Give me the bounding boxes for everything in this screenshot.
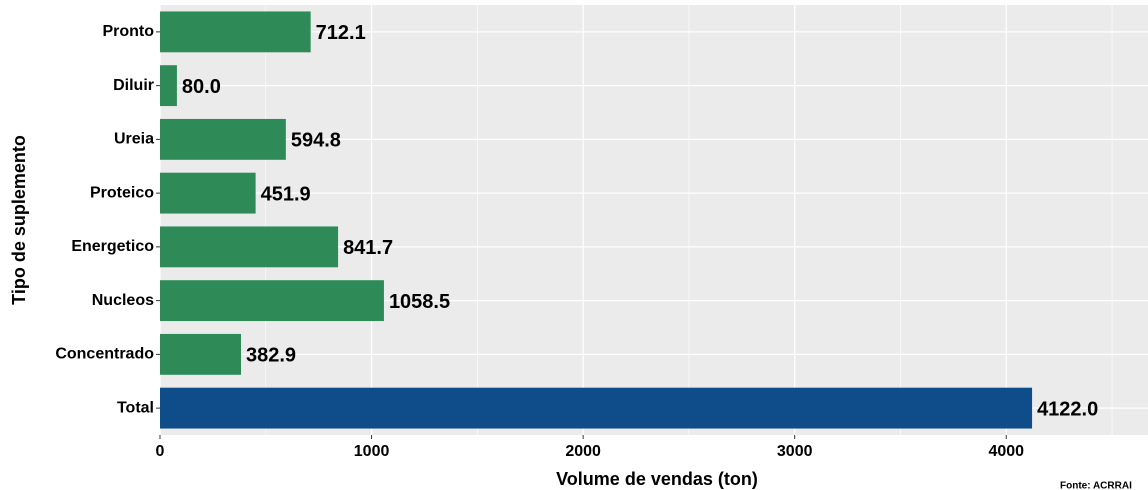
- y-tick-label: Ureia: [114, 131, 154, 148]
- value-label: 80.0: [182, 76, 221, 98]
- caption: Fonte: ACRRAI: [1060, 481, 1132, 490]
- x-axis-title: Volume de vendas (ton): [556, 469, 758, 489]
- y-tick-label: Pronto: [102, 23, 154, 40]
- value-label: 594.8: [291, 130, 341, 152]
- value-label: 451.9: [261, 183, 311, 205]
- bar: [160, 11, 311, 53]
- x-tick-label: 1000: [354, 443, 390, 460]
- bar: [160, 280, 384, 322]
- value-label: 382.9: [246, 345, 296, 367]
- bar: [160, 387, 1033, 429]
- x-tick-label: 4000: [988, 443, 1024, 460]
- value-label: 4122.0: [1037, 398, 1098, 420]
- bar: [160, 65, 177, 107]
- y-tick-label: Energetico: [71, 238, 154, 255]
- y-tick-label: Diluir: [113, 77, 154, 94]
- x-tick-label: 2000: [565, 443, 601, 460]
- bar: [160, 333, 242, 375]
- bar: [160, 226, 339, 268]
- y-tick-label: Concentrado: [55, 346, 154, 363]
- x-tick-label: 0: [156, 443, 165, 460]
- panel-background: [160, 5, 1148, 435]
- y-tick-label: Total: [117, 399, 154, 416]
- y-axis-title: Tipo de suplemento: [9, 135, 29, 305]
- value-label: 712.1: [316, 22, 366, 44]
- bar: [160, 172, 256, 214]
- y-tick-label: Nucleos: [92, 292, 154, 309]
- value-label: 841.7: [343, 237, 393, 259]
- x-tick-label: 3000: [777, 443, 813, 460]
- bar: [160, 118, 286, 160]
- y-tick-label: Proteico: [90, 184, 154, 201]
- value-label: 1058.5: [389, 291, 450, 313]
